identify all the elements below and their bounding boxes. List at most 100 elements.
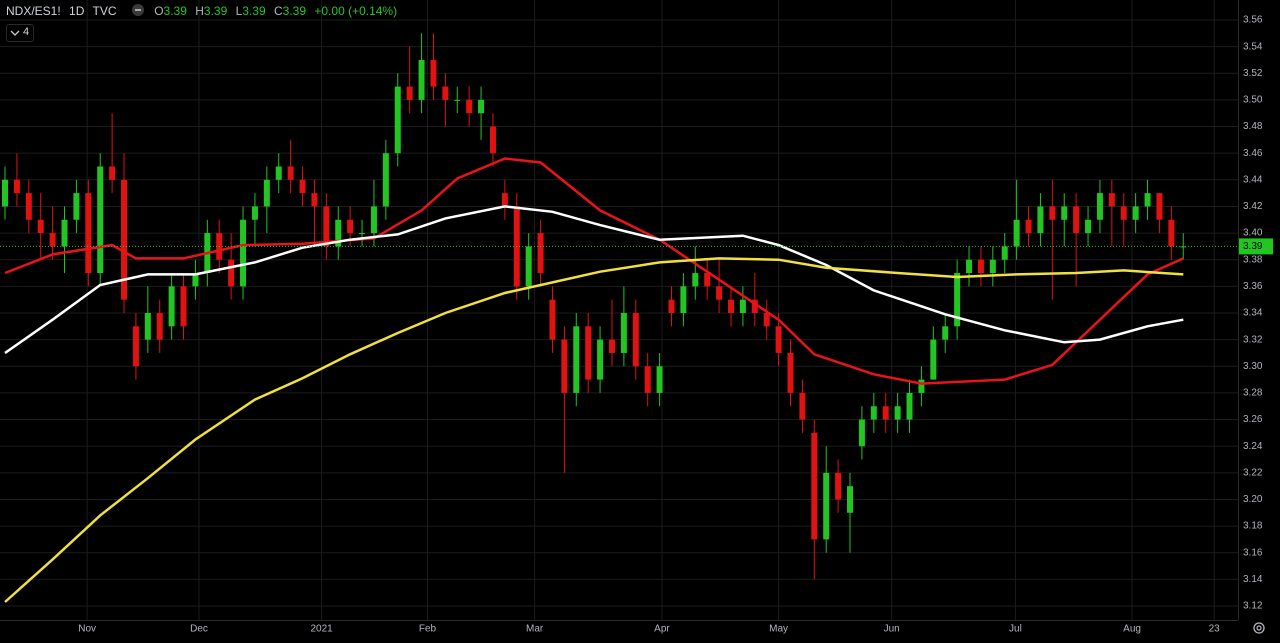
candle-body xyxy=(1061,206,1068,220)
candle-body xyxy=(1049,206,1056,220)
y-tick-label: 3.38 xyxy=(1243,254,1263,265)
y-tick-label: 3.40 xyxy=(1243,228,1263,239)
y-tick-label: 3.32 xyxy=(1243,334,1263,345)
x-tick-label: Mar xyxy=(526,624,544,635)
y-tick-label: 3.26 xyxy=(1243,414,1263,425)
candle-body xyxy=(1013,219,1020,247)
y-tick-label: 3.48 xyxy=(1243,121,1263,132)
candle-body xyxy=(561,339,568,393)
candle-body xyxy=(620,312,627,353)
candle-body xyxy=(347,219,354,234)
x-tick-label: May xyxy=(769,624,788,635)
candle-body xyxy=(716,286,723,300)
candle-body xyxy=(359,233,366,235)
y-tick-label: 3.12 xyxy=(1243,601,1263,612)
candle-body xyxy=(180,286,187,327)
candle-body xyxy=(109,166,116,180)
ohlc-value: 3.39 xyxy=(203,4,228,18)
exchange: TVC xyxy=(92,4,117,18)
candle-body xyxy=(275,166,282,180)
y-tick-label: 3.52 xyxy=(1243,68,1263,79)
candle-body xyxy=(454,99,461,101)
candle-body xyxy=(787,352,794,393)
candle-body xyxy=(906,392,913,420)
candle-body xyxy=(692,273,699,287)
y-tick-label: 3.14 xyxy=(1243,574,1263,585)
x-tick-label: Nov xyxy=(78,624,96,635)
symbol[interactable]: NDX/ES1! xyxy=(6,4,61,18)
candle-body xyxy=(382,153,389,207)
candle-body xyxy=(156,312,163,340)
indicator-count: 4 xyxy=(23,26,30,38)
x-tick-label: 2021 xyxy=(310,624,333,635)
y-tick-label: 3.34 xyxy=(1243,308,1263,319)
ohlc-label: L xyxy=(235,4,243,18)
candle-body xyxy=(192,273,199,287)
candle-body xyxy=(727,299,734,313)
candle-body xyxy=(1037,206,1044,234)
y-tick-label: 3.18 xyxy=(1243,521,1263,532)
y-tick-label: 3.20 xyxy=(1243,494,1263,505)
candle-body xyxy=(811,432,818,540)
x-tick-label: Apr xyxy=(654,624,670,635)
settings-icon[interactable] xyxy=(1253,622,1265,634)
candle-body xyxy=(966,259,973,274)
candle-body xyxy=(954,273,961,327)
candle-body xyxy=(1108,193,1115,207)
candle-body xyxy=(632,312,639,367)
candle-body xyxy=(573,326,580,393)
candle-body xyxy=(1168,219,1175,247)
x-tick-label: Jul xyxy=(1009,624,1022,635)
candle-body xyxy=(287,166,294,180)
indicator-toggle[interactable]: 4 xyxy=(6,24,34,42)
hide-icon[interactable] xyxy=(131,3,145,17)
candle-body xyxy=(751,299,758,313)
candle-body xyxy=(775,326,782,353)
candle-body xyxy=(549,299,556,340)
y-tick-label: 3.36 xyxy=(1243,281,1263,292)
candle-body xyxy=(311,193,318,207)
candles xyxy=(1,33,1187,580)
candle-body xyxy=(894,406,901,420)
candle-body xyxy=(799,392,806,420)
candle-body xyxy=(144,312,151,340)
candle-body xyxy=(847,486,854,513)
candle-body xyxy=(251,206,258,220)
candle-body xyxy=(763,312,770,327)
y-tick-label: 3.56 xyxy=(1243,15,1263,26)
candle-body xyxy=(1144,193,1151,207)
candle-body xyxy=(1120,206,1127,220)
candle-body xyxy=(525,246,532,287)
y-tick-label: 3.44 xyxy=(1243,174,1263,185)
candle-body xyxy=(882,406,889,420)
candle-body xyxy=(442,86,449,100)
candle-body xyxy=(870,406,877,420)
ohlc-value: 3.39 xyxy=(163,4,187,18)
y-tick-label: 3.28 xyxy=(1243,388,1263,399)
moving-average-line xyxy=(4,257,1184,603)
moving-average-line xyxy=(4,205,1184,355)
candle-body xyxy=(13,179,20,194)
last-price-label: 3.39 xyxy=(1243,241,1263,252)
y-tick-label: 3.30 xyxy=(1243,361,1263,372)
candle-body xyxy=(1096,193,1103,220)
last-price-badge xyxy=(1239,238,1273,255)
candle-body xyxy=(37,219,44,234)
candle-body xyxy=(121,179,128,300)
candle-body xyxy=(228,259,235,287)
candle-body xyxy=(1156,193,1163,220)
y-tick-label: 3.24 xyxy=(1243,441,1263,452)
moving-average-line xyxy=(4,157,1184,385)
candle-body xyxy=(942,326,949,340)
ohlc-label: C xyxy=(274,4,283,18)
y-tick-label: 3.22 xyxy=(1243,467,1263,478)
candle-body xyxy=(739,299,746,313)
x-tick-label: Jun xyxy=(884,624,900,635)
candle-body xyxy=(668,299,675,313)
candle-body xyxy=(240,219,247,287)
candle-body xyxy=(1180,246,1187,248)
candle-body xyxy=(704,273,711,287)
candle-body xyxy=(61,219,68,247)
grid xyxy=(0,0,1238,620)
